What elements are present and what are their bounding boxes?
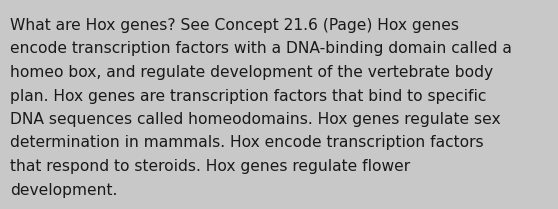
Text: plan. Hox genes are transcription factors that bind to specific: plan. Hox genes are transcription factor… (10, 88, 487, 103)
Text: encode transcription factors with a DNA-binding domain called a: encode transcription factors with a DNA-… (10, 42, 512, 56)
Text: What are Hox genes? See Concept 21.6 (Page) Hox genes: What are Hox genes? See Concept 21.6 (Pa… (10, 18, 459, 33)
Text: homeo box, and regulate development of the vertebrate body: homeo box, and regulate development of t… (10, 65, 493, 80)
Text: that respond to steroids. Hox genes regulate flower: that respond to steroids. Hox genes regu… (10, 159, 410, 174)
Text: development.: development. (10, 182, 117, 198)
Text: determination in mammals. Hox encode transcription factors: determination in mammals. Hox encode tra… (10, 135, 484, 150)
Text: DNA sequences called homeodomains. Hox genes regulate sex: DNA sequences called homeodomains. Hox g… (10, 112, 501, 127)
